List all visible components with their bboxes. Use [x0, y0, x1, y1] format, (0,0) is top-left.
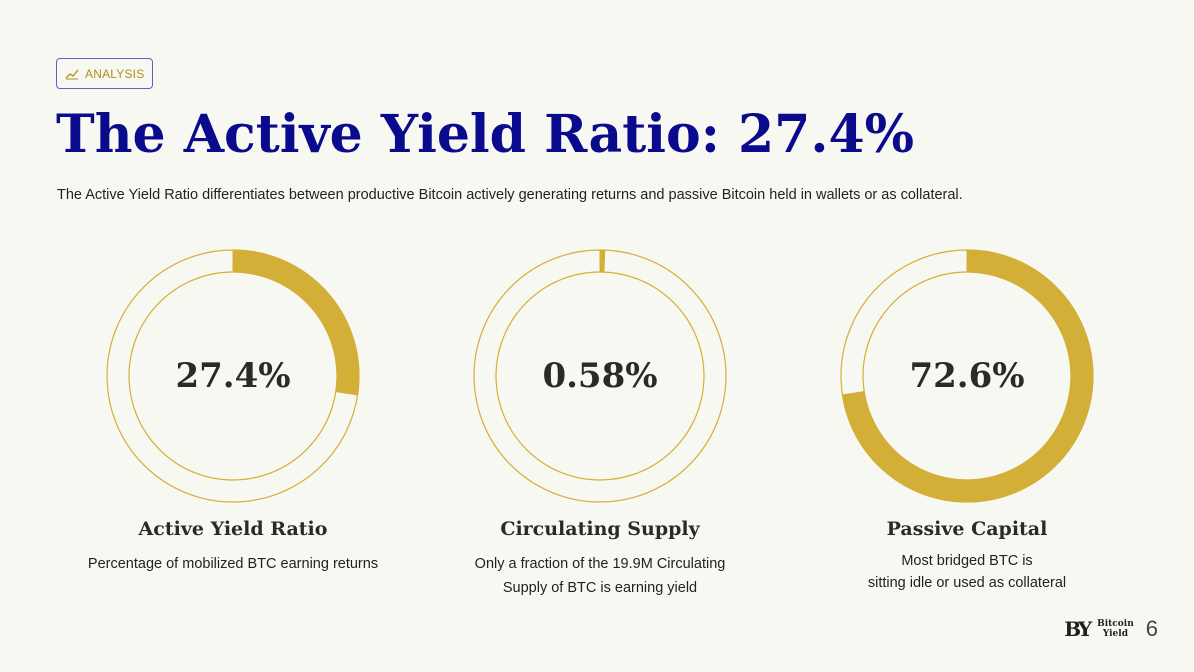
stat-value: 72.6% [909, 356, 1025, 396]
badge-label: ANALYSIS [85, 66, 145, 81]
description-line: sitting idle or used as collateral [867, 575, 1067, 591]
stat-card-active-yield: 27.4% Active Yield Ratio Percentage of m… [63, 248, 403, 576]
page-title: The Active Yield Ratio: 27.4% [56, 104, 915, 165]
brand-logo-text: Bitcoin Yield [1097, 619, 1134, 639]
stat-description: Percentage of mobilized BTC earning retu… [63, 552, 403, 576]
trend-line-icon [65, 69, 79, 79]
donut-filled-arc [599, 249, 606, 273]
page-number: 6 [1145, 616, 1158, 641]
logo-line: Yield [1102, 629, 1128, 639]
stat-description: Only a fraction of the 19.9M Circulating… [440, 552, 760, 600]
description-line: Supply of BTC is earning yield [502, 580, 698, 596]
stat-value: 27.4% [175, 356, 291, 396]
stat-label: Circulating Supply [500, 518, 700, 540]
brand-logo-mark: BY [1064, 617, 1092, 641]
stat-card-passive-capital: 72.6% Passive Capital Most bridged BTC i… [797, 248, 1137, 594]
donut-filled-arc [232, 249, 360, 396]
description-line: Only a fraction of the 19.9M Circulating [474, 556, 726, 572]
page-subtitle: The Active Yield Ratio differentiates be… [57, 187, 963, 203]
stat-label: Passive Capital [886, 518, 1048, 540]
donut-filled-arc [841, 249, 1094, 503]
donut-chart: 0.58% [472, 248, 728, 504]
description-line: Percentage of mobilized BTC earning retu… [87, 556, 379, 572]
logo-line: Bitcoin [1097, 619, 1134, 629]
donut-chart: 72.6% [839, 248, 1095, 504]
stat-label: Active Yield Ratio [138, 518, 328, 540]
section-badge: ANALYSIS [56, 58, 154, 89]
description-line: Most bridged BTC is [901, 553, 1033, 569]
stat-card-circulating-supply: 0.58% Circulating Supply Only a fraction… [430, 248, 770, 600]
donut-chart: 27.4% [105, 248, 361, 504]
footer: BY Bitcoin Yield 6 [1064, 616, 1158, 642]
stat-value: 0.58% [542, 356, 658, 396]
stat-description: Most bridged BTC is sitting idle or used… [837, 550, 1097, 594]
